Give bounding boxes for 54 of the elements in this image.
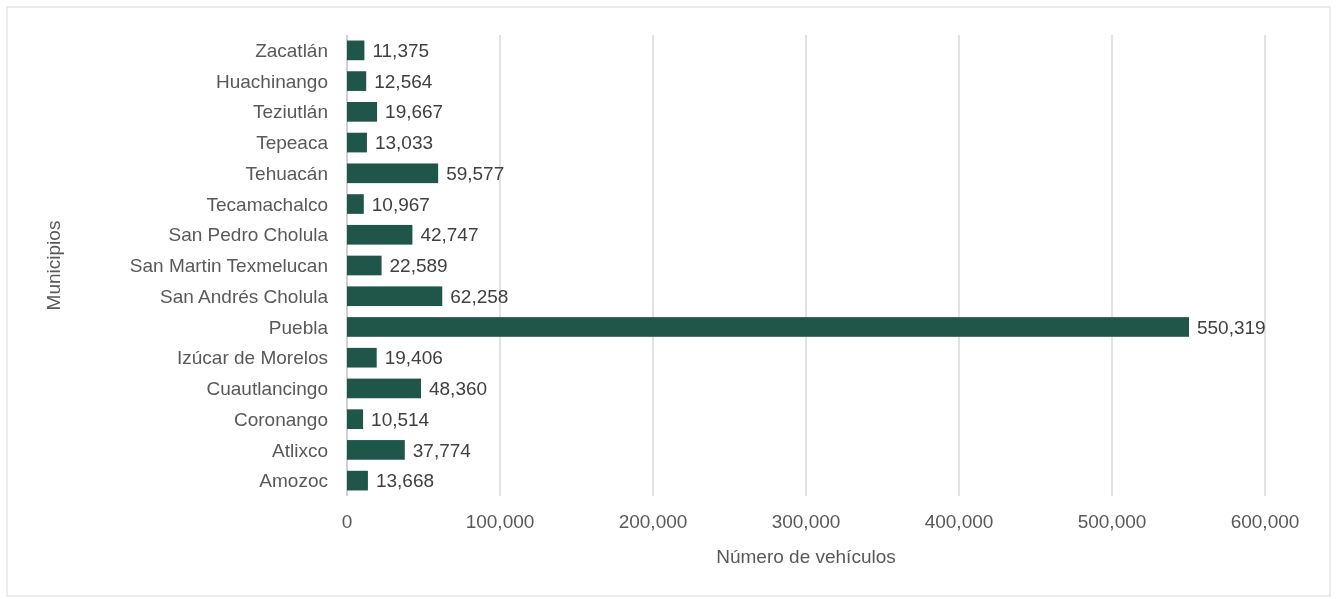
bar [347,409,364,429]
bar [347,40,365,61]
data-label: 48,360 [428,378,488,400]
x-tick-label: 400,000 [924,511,994,532]
y-tick-label: San Martin Texmelucan [129,255,328,277]
y-tick-label: Coronango [233,408,328,430]
x-tick-label: 0 [341,511,353,532]
x-tick-label: 200,000 [618,511,688,532]
x-tick-label: 500,000 [1077,511,1147,532]
bar [347,163,439,184]
y-tick-label: Zacatlán [255,40,328,62]
y-tick-label: San Pedro Cholula [168,224,329,246]
y-tick-label: San Andrés Cholula [160,285,329,307]
x-tick-label: 100,000 [465,511,535,532]
data-label: 22,589 [389,255,448,277]
data-label: 550,319 [1196,316,1266,338]
bar [347,440,405,460]
y-tick-label: Atlixco [272,439,328,461]
bar [347,470,368,491]
bar [347,255,382,276]
y-tick-label: Amozoc [259,470,328,492]
y-tick-label: Huachinango [216,70,328,92]
bar [347,347,377,368]
bar [347,102,378,122]
x-tick-label: 300,000 [771,511,841,532]
data-label: 19,667 [385,101,444,123]
bar [347,317,1189,337]
y-tick-label: Puebla [268,316,329,338]
data-label: 37,774 [412,439,472,461]
data-label: 62,258 [450,285,509,307]
y-tick-label: Tepeaca [256,132,329,154]
data-label: 13,033 [374,132,434,154]
data-label: 42,747 [420,224,479,246]
y-tick-label: Tecamachalco [206,193,328,215]
x-tick-label: 600,000 [1230,511,1300,532]
data-label: 10,514 [371,408,430,430]
data-label: 19,406 [384,347,443,369]
y-tick-label: Tehuacán [245,162,328,184]
bar [347,194,364,214]
x-axis-title: Número de vehículos [716,546,896,567]
y-tick-label: Izúcar de Morelos [176,347,328,369]
y-tick-label: Cuautlancingo [206,378,328,400]
data-label: 59,577 [446,162,505,184]
y-axis-title: Municipios [43,220,64,311]
bar [347,378,421,399]
data-label: 13,668 [375,470,435,492]
y-tick-label: Teziutlán [253,101,328,123]
bar [347,286,443,307]
data-label: 11,375 [372,40,430,62]
data-label: 12,564 [374,70,433,92]
bar [347,132,367,153]
bar [347,71,367,91]
bar [347,224,413,245]
data-label: 10,967 [371,193,430,215]
